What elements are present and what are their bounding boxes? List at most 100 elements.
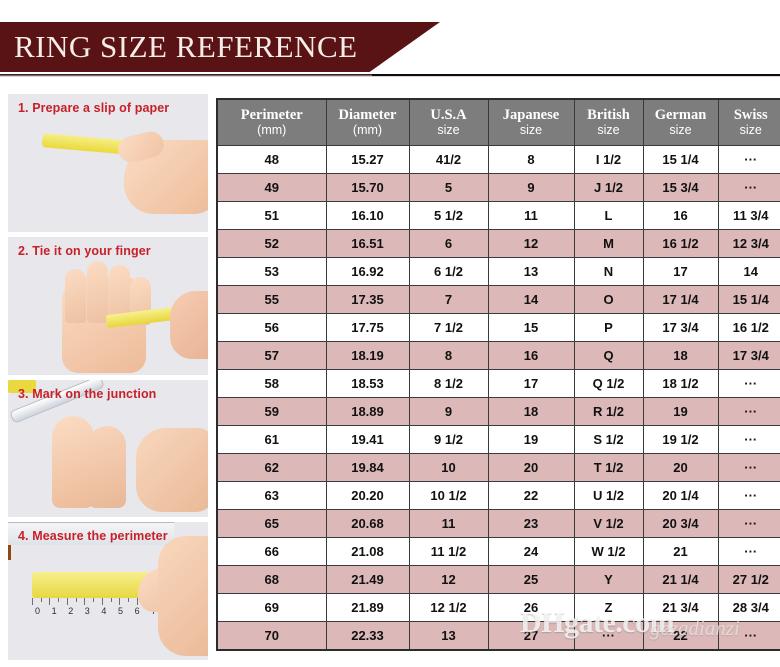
table-cell: 17 (487, 369, 575, 399)
table-cell: Q (573, 341, 644, 371)
table-cell: S 1/2 (573, 425, 644, 455)
table-cell: ··· (717, 145, 780, 175)
table-cell: 19.41 (325, 425, 410, 455)
ruler-tick-label: 1 (51, 606, 57, 617)
table-cell: 17 1/4 (642, 285, 719, 315)
table-cell: 19 (642, 397, 719, 427)
ruler-tick-label: 4 (101, 606, 107, 617)
table-row: 58 18.53 8 1/2 17 Q 1/2 18 1/2 ··· (216, 369, 780, 399)
table-cell: 12 1/2 (408, 593, 489, 623)
table-cell: U 1/2 (573, 481, 644, 511)
table-cell: 12 (408, 565, 489, 595)
table-row: 63 20.20 10 1/2 22 U 1/2 20 1/4 ··· (216, 481, 780, 511)
table-cell: 20 (642, 453, 719, 483)
column-header-sub: (mm) (352, 123, 383, 138)
table-cell: 57 (216, 341, 327, 371)
table-cell: 18 (487, 397, 575, 427)
column-header-diameter: Diameter (mm) (325, 98, 410, 147)
pencil-mark-icon (8, 545, 11, 561)
column-header-main: German (654, 107, 707, 123)
column-header-japanese: Japanese size (487, 98, 575, 147)
table-cell: 17.35 (325, 285, 410, 315)
table-row: 56 17.75 7 1/2 15 P 17 3/4 16 1/2 (216, 313, 780, 343)
table-cell: 19 (487, 425, 575, 455)
table-cell: 16 1/2 (717, 313, 780, 343)
hand-icon (170, 290, 208, 359)
table-cell: 14 (717, 257, 780, 287)
table-cell: 12 3/4 (717, 229, 780, 259)
table-cell: R 1/2 (573, 397, 644, 427)
table-cell: 55 (216, 285, 327, 315)
step-panel-1: 1. Prepare a slip of paper (8, 94, 208, 232)
table-body: 48 15.27 41/2 8 I 1/2 15 1/4 ··· 49 15.70 5 9 J 1/2… (216, 145, 780, 651)
table-cell: 6 (408, 229, 489, 259)
table-cell: 59 (216, 397, 327, 427)
table-cell: 15 3/4 (642, 173, 719, 203)
step-panel-4: 4. Measure the perimeter 0123456789 (8, 522, 208, 660)
finger-icon (52, 415, 94, 508)
table-cell: 8 (487, 145, 575, 175)
table-cell: N (573, 257, 644, 287)
table-cell: 62 (216, 453, 327, 483)
table-cell: 53 (216, 257, 327, 287)
table-cell: 16 1/2 (642, 229, 719, 259)
table-cell: 20 3/4 (642, 509, 719, 539)
table-cell: 9 (487, 173, 575, 203)
table-cell: M (573, 229, 644, 259)
table-cell: V 1/2 (573, 509, 644, 539)
table-cell: 15 (487, 313, 575, 343)
table-cell: 5 1/2 (408, 201, 489, 231)
table-header-row: Perimeter (mm) Diameter (mm) U.S.A size Japane… (216, 98, 780, 147)
table-cell: 10 (408, 453, 489, 483)
table-cell: 22 (642, 621, 719, 651)
table-cell: 16 (642, 201, 719, 231)
hand-icon (158, 536, 208, 657)
table-cell: 15.70 (325, 173, 410, 203)
table-cell: 48 (216, 145, 327, 175)
table-cell: 7 1/2 (408, 313, 489, 343)
table-cell: 16.10 (325, 201, 410, 231)
table-cell: L (573, 201, 644, 231)
table-cell: ··· (717, 397, 780, 427)
table-cell: 17 3/4 (717, 341, 780, 371)
column-header-main: U.S.A (430, 107, 467, 123)
table-cell: 18 1/2 (642, 369, 719, 399)
table-cell: 20.68 (325, 509, 410, 539)
table-row: 62 19.84 10 20 T 1/2 20 ··· (216, 453, 780, 483)
table-row: 48 15.27 41/2 8 I 1/2 15 1/4 ··· (216, 145, 780, 175)
column-header-sub: size (437, 123, 460, 138)
table-cell: 20 (487, 453, 575, 483)
finger-icon (88, 425, 126, 508)
ruler-icon (8, 522, 174, 546)
table-cell: 21 1/4 (642, 565, 719, 595)
table-cell: 14 (487, 285, 575, 315)
hand-icon (136, 427, 208, 512)
table-cell: 5 (408, 173, 489, 203)
table-cell: 10 1/2 (408, 481, 489, 511)
ruler-tick-label: 5 (118, 606, 124, 617)
table-cell: ··· (717, 425, 780, 455)
table-cell: ··· (717, 509, 780, 539)
table-row: 49 15.70 5 9 J 1/2 15 3/4 ··· (216, 173, 780, 203)
table-cell: Q 1/2 (573, 369, 644, 399)
table-cell: ··· (717, 621, 780, 651)
column-header-main: Swiss (733, 107, 768, 123)
table-cell: 13 (408, 621, 489, 651)
column-header-sub: size (597, 123, 620, 138)
table-row: 66 21.08 11 1/2 24 W 1/2 21 ··· (216, 537, 780, 567)
table-cell: 69 (216, 593, 327, 623)
header-banner: RING SIZE REFERENCE (0, 22, 440, 72)
table-cell: 17 (642, 257, 719, 287)
table-cell: 8 (408, 341, 489, 371)
table-cell: ··· (717, 173, 780, 203)
table-cell: 17 3/4 (642, 313, 719, 343)
table-cell: 66 (216, 537, 327, 567)
column-header-main: Perimeter (240, 107, 303, 123)
table-cell: 27 1/2 (717, 565, 780, 595)
instruction-steps: 1. Prepare a slip of paper 2. Tie it on … (8, 94, 208, 660)
table-cell: 18.19 (325, 341, 410, 371)
table-cell: 65 (216, 509, 327, 539)
table-cell: 21 3/4 (642, 593, 719, 623)
table-cell: 15.27 (325, 145, 410, 175)
table-cell: 13 (487, 257, 575, 287)
